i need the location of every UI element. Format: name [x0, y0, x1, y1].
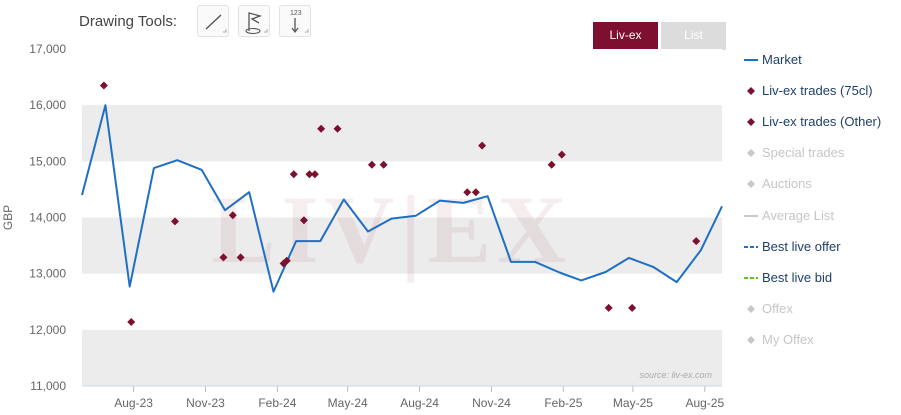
legend-item[interactable]: Best live offer [742, 237, 901, 257]
diamond-marker-icon [747, 335, 755, 344]
y-tick-label: 14,000 [29, 211, 66, 225]
grid-band [82, 105, 722, 162]
x-tick-label: Aug-23 [114, 396, 153, 410]
x-tick-label: Nov-23 [186, 396, 225, 410]
value-label-tool-button[interactable]: 123 [279, 5, 311, 37]
trade-point [170, 217, 179, 226]
source-text: source: liv-ex.com [639, 370, 712, 380]
y-tick-label: 16,000 [29, 98, 66, 112]
legend-item[interactable]: Special trades [742, 143, 901, 163]
legend-item-label: My Offex [762, 331, 814, 347]
diamond-marker-icon [747, 118, 755, 127]
trade-point [282, 256, 291, 265]
line-marker-icon [744, 245, 758, 248]
legend-item-label: Offex [762, 300, 793, 316]
trade-point [557, 150, 566, 159]
y-tick-label: 15,000 [29, 154, 66, 168]
line-draw-icon [205, 14, 227, 33]
drawing-tools-label: Drawing Tools: [79, 13, 178, 30]
diamond-marker-icon [747, 87, 755, 96]
y-tick-label: 13,000 [29, 267, 66, 281]
x-tick-label: May-25 [613, 396, 653, 410]
legend-item[interactable]: Market [742, 50, 901, 70]
legend-item[interactable]: Auctions [742, 174, 901, 194]
value-label-icon: 123 [290, 10, 309, 33]
trade-point [127, 317, 136, 326]
trade-point [236, 253, 245, 262]
trade-point [219, 253, 228, 262]
tab-liv-ex[interactable]: Liv-ex [593, 22, 658, 50]
y-tick-label: 12,000 [29, 323, 66, 337]
legend-item-label: Special trades [762, 145, 845, 161]
legend-item[interactable]: Liv-ex trades (75cl) [742, 81, 901, 101]
x-tick-label: Aug-25 [685, 396, 724, 410]
x-tick-label: May-24 [328, 396, 368, 410]
trade-point [305, 170, 314, 179]
legend-item-label: Best live bid [762, 269, 833, 285]
market-series-line [81, 104, 723, 293]
grid-band [82, 329, 722, 386]
legend-item[interactable]: Offex [742, 299, 901, 319]
trade-point [299, 216, 308, 225]
trade-point [463, 188, 472, 197]
legend-item[interactable]: Best live bid [742, 268, 901, 288]
legend-item[interactable]: Average List [742, 206, 901, 226]
value-label-icon-text: 123 [290, 10, 302, 17]
diamond-marker-icon [747, 149, 755, 158]
trade-point [471, 188, 480, 197]
x-tick-label: Aug-24 [400, 396, 439, 410]
trade-point [478, 141, 487, 150]
diamond-marker-icon [747, 304, 755, 313]
legend-item-label: Best live offer [762, 238, 841, 254]
trade-point [628, 303, 637, 312]
flag-marker-tool-button[interactable] [238, 5, 270, 37]
legend-item[interactable]: My Offex [742, 330, 901, 350]
line-marker-icon [744, 276, 758, 279]
trade-point [692, 237, 701, 246]
trade-point [289, 170, 298, 179]
legend-item-label: Auctions [762, 176, 812, 192]
x-tick-label: Feb-24 [258, 396, 296, 410]
legend-item-label: Liv-ex trades (75cl) [762, 83, 873, 99]
diamond-marker-icon [747, 180, 755, 189]
grid-band [82, 217, 722, 274]
trade-point [310, 170, 319, 179]
trade-point [547, 160, 556, 169]
legend-item-label: Market [762, 52, 802, 67]
x-tick-label: Feb-25 [544, 396, 582, 410]
trade-point [333, 124, 342, 133]
watermark-logo: LIV|EX [211, 176, 572, 283]
trade-point [99, 81, 108, 90]
y-tick-label: 17,000 [29, 42, 66, 56]
legend-item-label: Liv-ex trades (Other) [762, 114, 882, 130]
trade-point [367, 160, 376, 169]
flag-marker-icon [245, 12, 268, 35]
line-marker-icon [744, 59, 758, 61]
x-tick-label: Nov-24 [472, 396, 511, 410]
line-draw-tool-button[interactable] [197, 5, 229, 37]
line-marker-icon [744, 214, 758, 217]
y-tick-label: 11,000 [30, 379, 66, 393]
trade-point [317, 124, 326, 133]
tab-list[interactable]: List [661, 22, 726, 50]
legend-item-label: Average List [762, 207, 835, 223]
trade-point [604, 303, 613, 312]
trade-point [379, 160, 388, 169]
legend-item[interactable]: Liv-ex trades (Other) [742, 112, 901, 132]
trade-point [228, 211, 237, 220]
y-axis-label: GBP [1, 205, 15, 230]
